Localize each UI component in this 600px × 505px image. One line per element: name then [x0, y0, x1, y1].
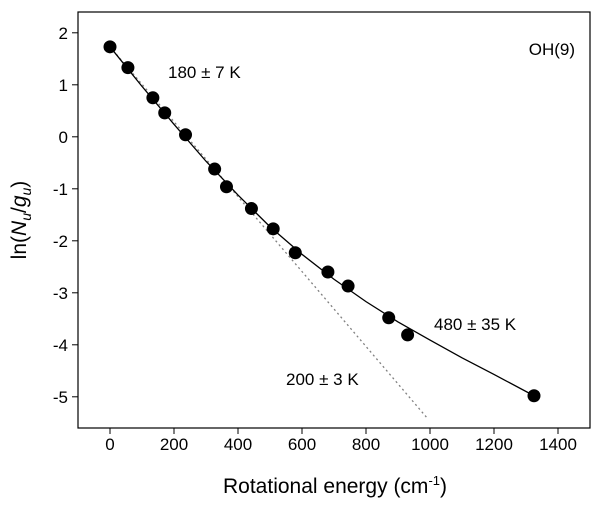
data-point: [321, 265, 335, 279]
data-point: [208, 162, 222, 176]
x-tick-label: 1200: [475, 435, 513, 454]
data-point: [244, 202, 258, 216]
y-label-text: ln(: [8, 236, 31, 259]
y-label-text: g: [8, 195, 31, 207]
y-tick-label: -1: [53, 180, 68, 199]
data-point: [288, 246, 302, 260]
x-tick-label: 200: [160, 435, 188, 454]
data-point: [158, 106, 172, 120]
y-tick-label: -3: [53, 284, 68, 303]
y-label-sub: u: [18, 187, 34, 195]
data-point: [121, 61, 135, 75]
annotation: 200 ± 3 K: [286, 370, 359, 389]
x-axis-label: Rotational energy (cm-1): [223, 473, 447, 498]
data-point: [146, 91, 160, 105]
data-point: [401, 328, 415, 342]
data-point: [179, 128, 193, 142]
y-tick-label: 0: [59, 128, 68, 147]
x-tick-label: 400: [224, 435, 252, 454]
data-point: [382, 311, 396, 325]
annotation: OH(9): [529, 40, 575, 59]
data-point: [219, 180, 233, 194]
y-tick-label: 1: [59, 76, 68, 95]
annotation: 480 ± 35 K: [434, 315, 517, 334]
y-axis-label: ln(Nu/gu): [8, 181, 34, 260]
x-tick-label: 1400: [539, 435, 577, 454]
plot-frame: [77, 11, 591, 429]
x-tick-label: 1000: [411, 435, 449, 454]
annotation: 180 ± 7 K: [168, 63, 241, 82]
data-point: [341, 279, 355, 293]
y-tick-label: -2: [53, 232, 68, 251]
data-point: [103, 40, 117, 54]
x-tick-label: 600: [288, 435, 316, 454]
x-label-text: Rotational energy (cm: [223, 475, 428, 498]
data-point: [527, 389, 541, 403]
data-point: [266, 222, 280, 236]
x-label-text: ): [440, 475, 447, 498]
x-tick-label: 800: [352, 435, 380, 454]
x-tick-label: 0: [105, 435, 114, 454]
fit-curve: [109, 46, 535, 397]
y-label-text: ): [8, 181, 31, 188]
y-tick-label: 2: [59, 24, 68, 43]
y-tick-label: -4: [53, 336, 68, 355]
y-label-text: N: [8, 220, 31, 236]
y-tick-label: -5: [53, 388, 68, 407]
y-label-sub: u: [18, 213, 34, 221]
y-label-text: /: [8, 207, 31, 213]
x-label-sup: -1: [428, 473, 440, 488]
